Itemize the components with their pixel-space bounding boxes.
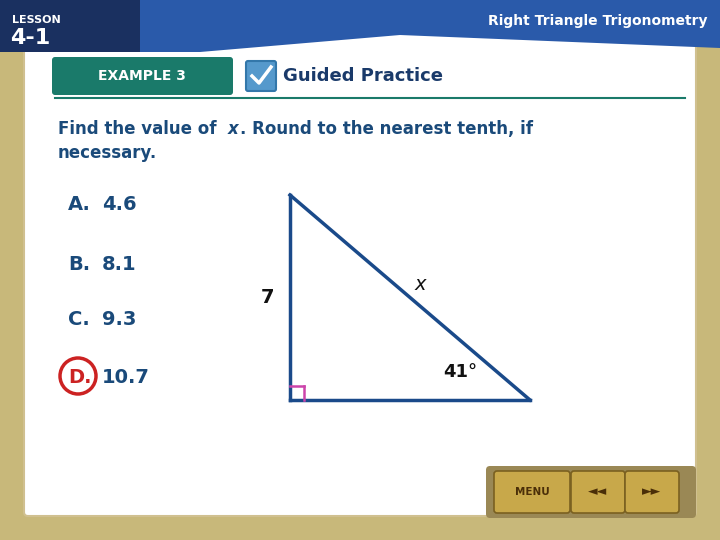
Text: Guided Practice: Guided Practice (283, 67, 443, 85)
Polygon shape (0, 0, 720, 52)
Text: 8.1: 8.1 (102, 255, 137, 274)
Text: D.: D. (68, 368, 91, 387)
Text: 10.7: 10.7 (102, 368, 150, 387)
Text: x: x (228, 120, 239, 138)
Text: x: x (414, 275, 426, 294)
FancyBboxPatch shape (486, 466, 696, 518)
Polygon shape (0, 0, 140, 52)
FancyBboxPatch shape (625, 471, 679, 513)
Text: B.: B. (68, 255, 90, 274)
Text: A.: A. (68, 195, 91, 214)
Text: . Round to the nearest tenth, if: . Round to the nearest tenth, if (240, 120, 533, 138)
Text: 41°: 41° (443, 363, 477, 381)
Text: 9.3: 9.3 (102, 310, 136, 329)
Text: 4-1: 4-1 (10, 28, 50, 48)
FancyBboxPatch shape (494, 471, 570, 513)
Text: Find the value of: Find the value of (58, 120, 222, 138)
FancyBboxPatch shape (571, 471, 625, 513)
Text: ►►: ►► (642, 485, 662, 498)
Text: C.: C. (68, 310, 90, 329)
Text: necessary.: necessary. (58, 144, 157, 162)
Text: Right Triangle Trigonometry: Right Triangle Trigonometry (488, 14, 708, 28)
Text: LESSON: LESSON (12, 15, 60, 25)
Text: 7: 7 (261, 288, 275, 307)
FancyBboxPatch shape (0, 0, 140, 52)
FancyBboxPatch shape (246, 61, 276, 91)
FancyBboxPatch shape (24, 24, 696, 516)
Text: 4.6: 4.6 (102, 195, 137, 214)
Text: EXAMPLE 3: EXAMPLE 3 (98, 69, 186, 83)
Text: ◄◄: ◄◄ (588, 485, 608, 498)
Text: MENU: MENU (515, 487, 549, 497)
FancyBboxPatch shape (52, 57, 233, 95)
